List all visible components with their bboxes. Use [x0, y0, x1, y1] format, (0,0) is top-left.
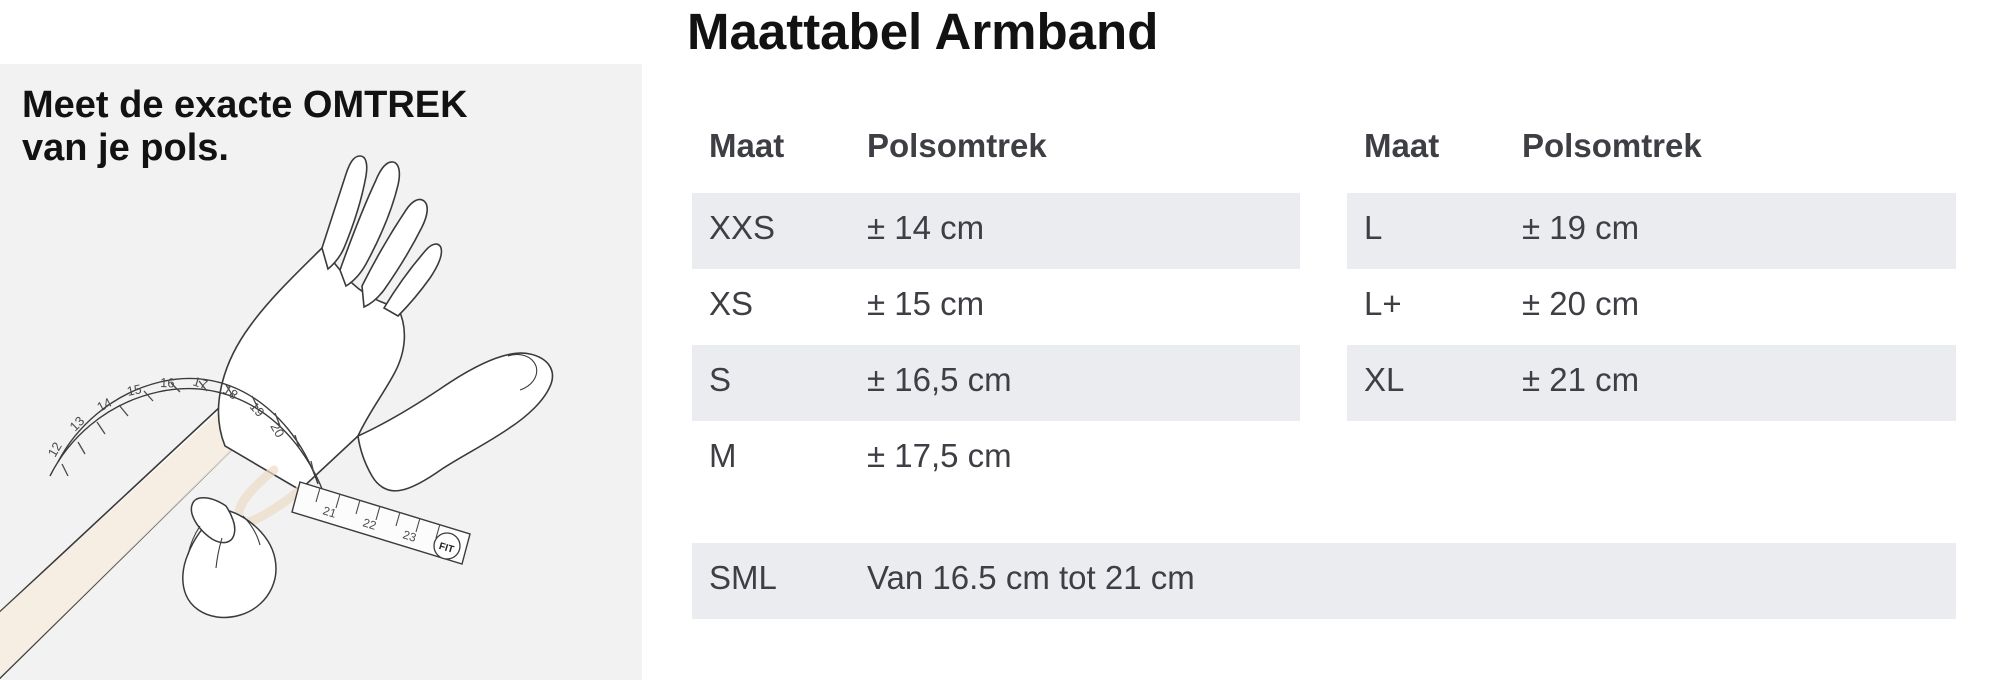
- svg-text:14: 14: [94, 395, 114, 415]
- svg-text:15: 15: [126, 381, 143, 399]
- svg-text:16: 16: [160, 375, 175, 390]
